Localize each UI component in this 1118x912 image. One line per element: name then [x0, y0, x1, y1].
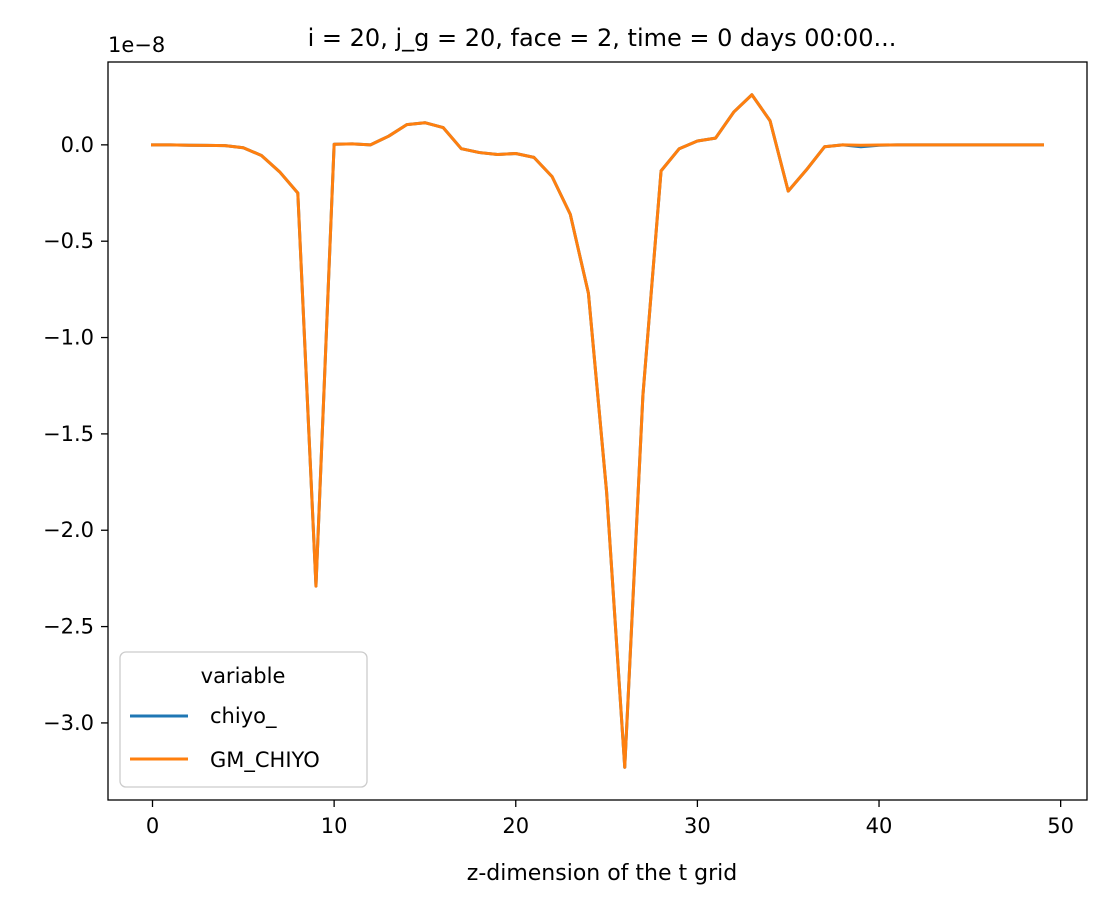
x-tick-label: 30	[684, 814, 711, 838]
legend-title: variable	[201, 664, 286, 688]
y-tick-label: −1.5	[43, 422, 94, 446]
x-tick-label: 40	[866, 814, 893, 838]
y-axis-ticks: 0.0 −0.5 −1.0 −1.5 −2.0 −2.5 −3.0	[43, 133, 108, 735]
legend-label-chiyo: chiyo_	[210, 704, 277, 729]
y-tick-label: −2.0	[43, 518, 94, 542]
plot-frame	[107, 61, 1088, 801]
series-line-gm-chiyo	[151, 93, 1044, 769]
legend-label-gm-chiyo: GM_CHIYO	[210, 748, 320, 773]
x-axis-label: z-dimension of the t grid	[467, 861, 737, 886]
y-tick-label: −2.5	[43, 615, 94, 639]
x-tick-label: 10	[321, 814, 348, 838]
y-tick-label: −1.0	[43, 326, 94, 350]
y-tick-label: −0.5	[43, 229, 94, 253]
x-axis-ticks: 0 10 20 30 40 50	[146, 800, 1074, 838]
chart-title: i = 20, j_g = 20, face = 2, time = 0 day…	[308, 24, 897, 52]
y-tick-label: −3.0	[43, 711, 94, 735]
legend: variable chiyo_ GM_CHIYO	[119, 651, 368, 788]
series-layer	[151, 93, 1044, 769]
x-tick-label: 50	[1047, 814, 1074, 838]
y-offset-text: 1e−8	[108, 33, 165, 57]
y-tick-label: 0.0	[61, 133, 94, 157]
x-tick-label: 0	[146, 814, 159, 838]
legend-box	[119, 651, 368, 788]
x-tick-label: 20	[502, 814, 529, 838]
